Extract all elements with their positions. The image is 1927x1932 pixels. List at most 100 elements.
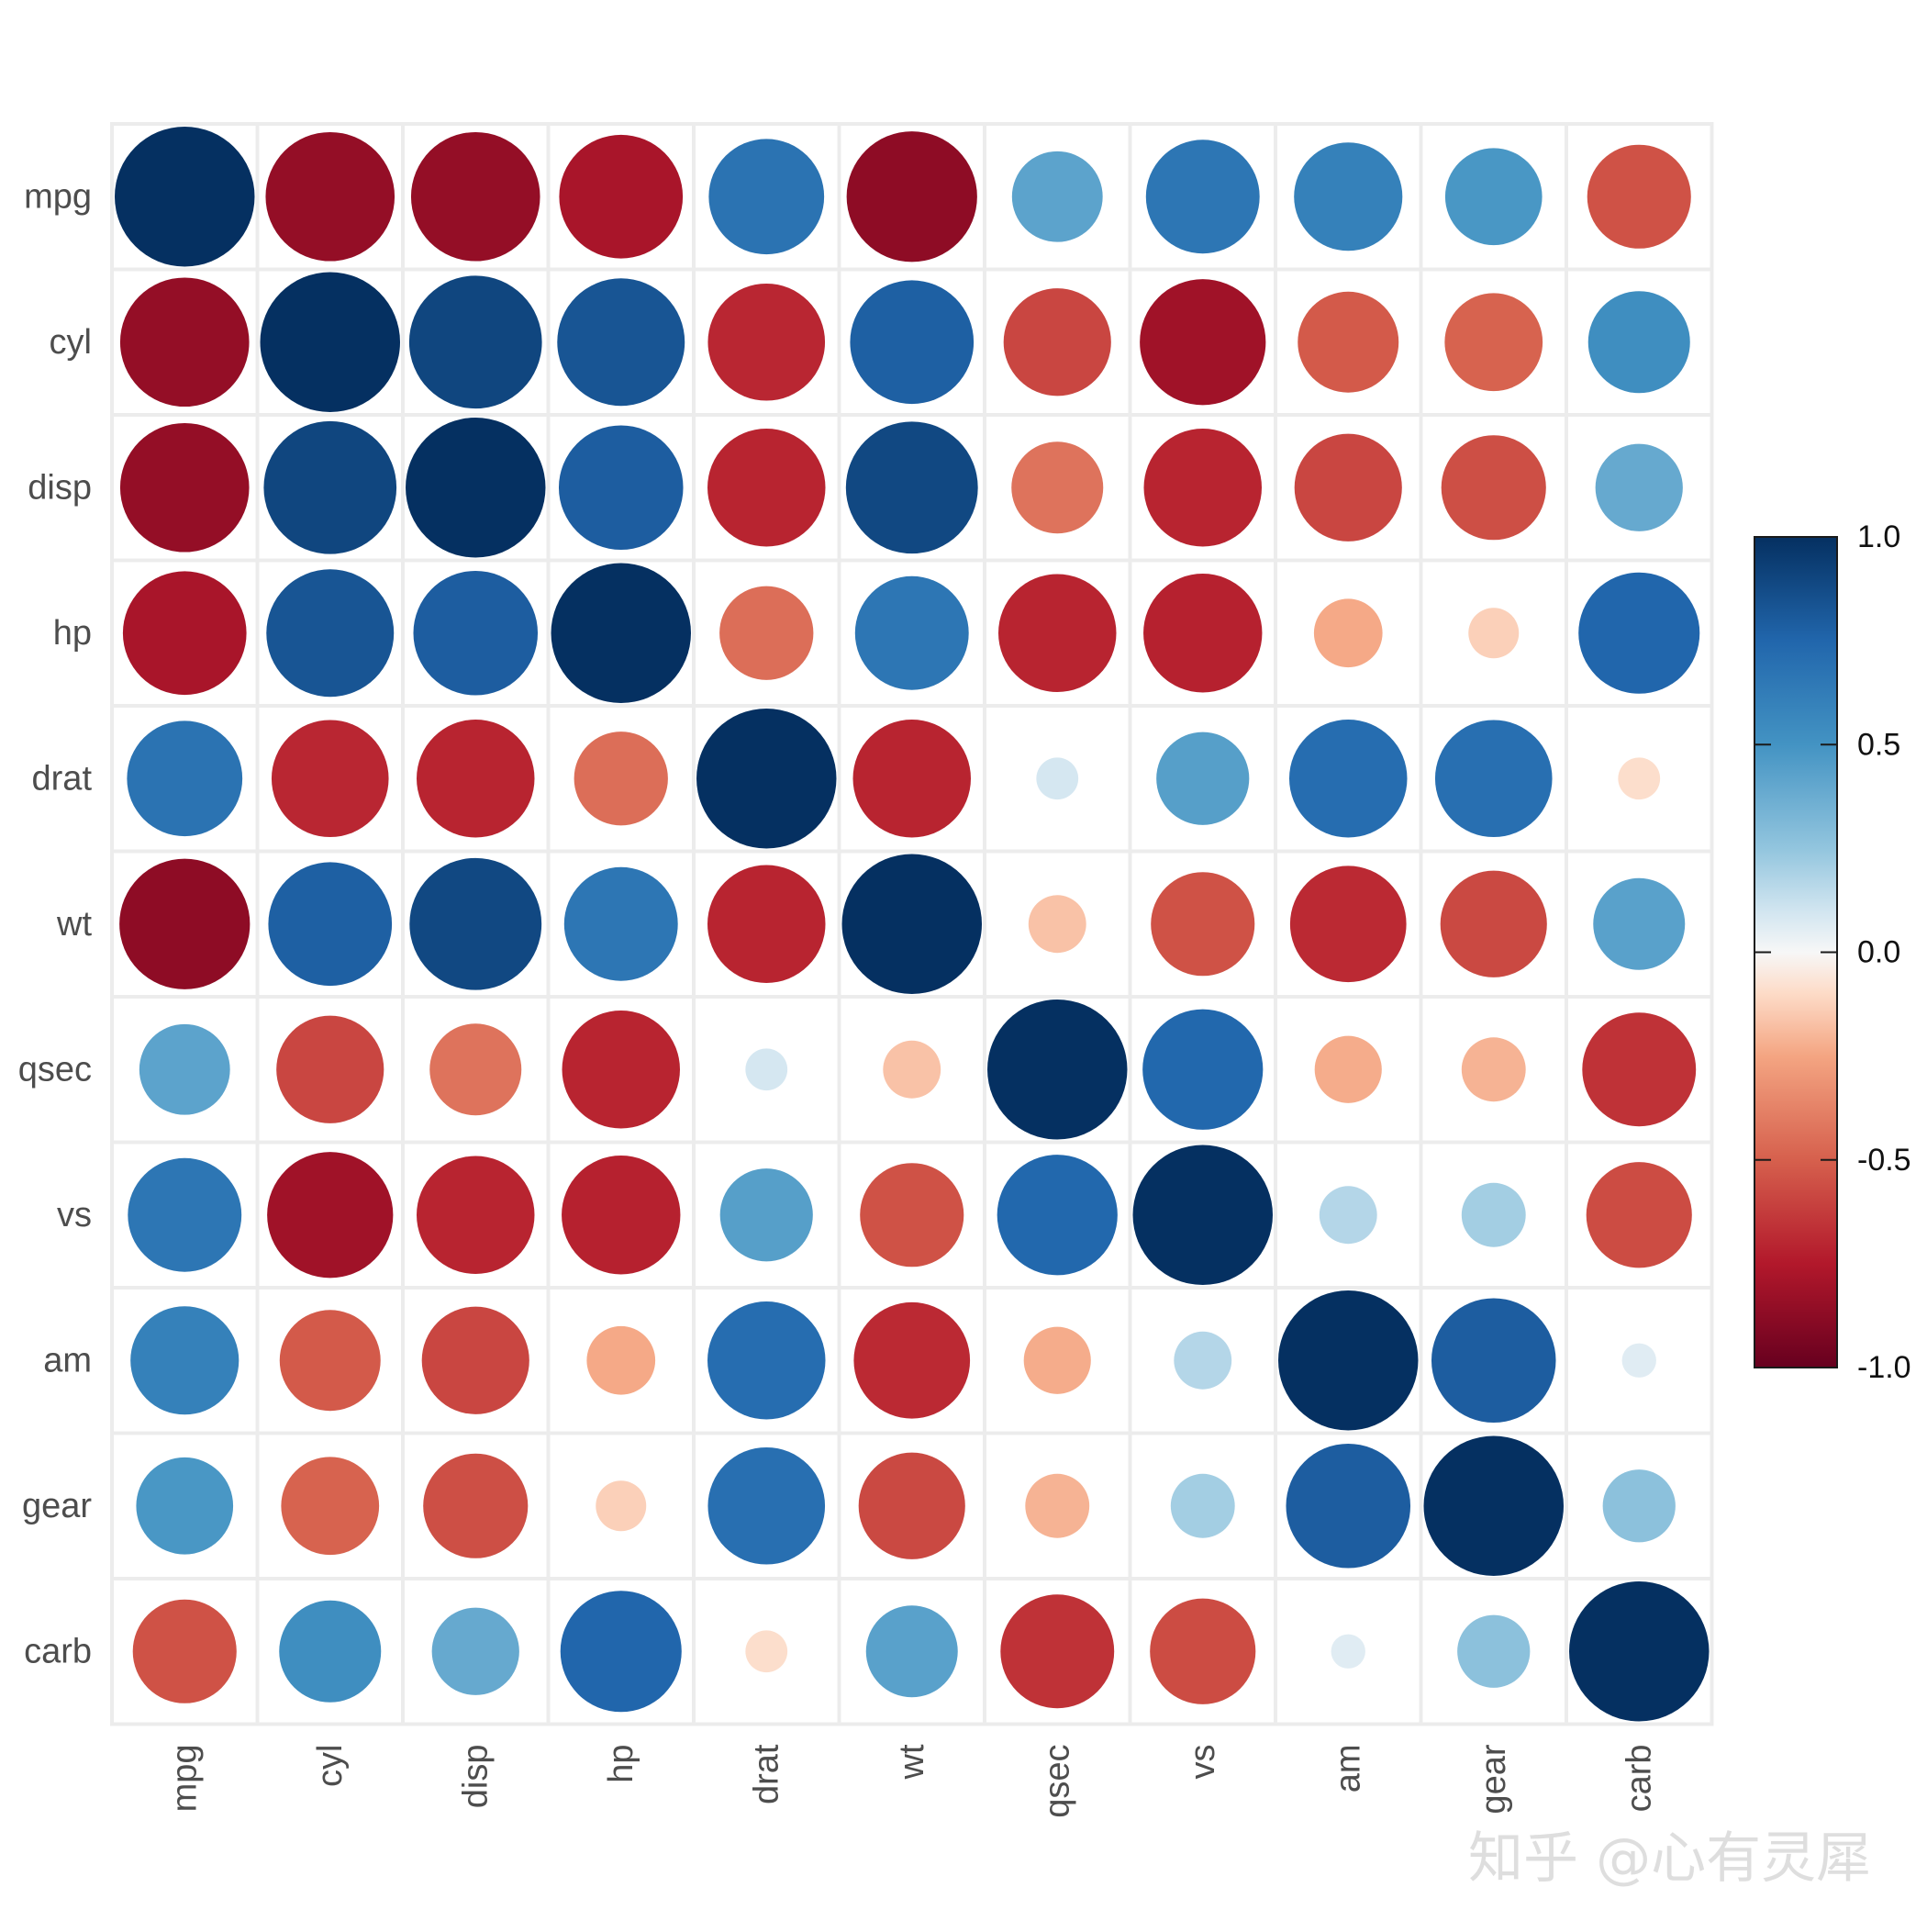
correlation-circle-disp-vs — [1143, 429, 1262, 547]
correlation-circle-cyl-mpg — [119, 277, 250, 408]
correlation-circle-am-disp — [421, 1306, 529, 1414]
row-label-hp: hp — [53, 614, 92, 653]
correlation-circle-disp-drat — [707, 429, 826, 547]
column-label-am: am — [1329, 1745, 1367, 1793]
correlation-circle-vs-carb — [1586, 1162, 1692, 1268]
correlation-circle-drat-mpg — [127, 720, 243, 837]
correlation-circle-gear-wt — [858, 1452, 965, 1559]
correlation-circle-wt-hp — [563, 866, 678, 981]
correlation-circle-qsec-vs — [1142, 1009, 1264, 1130]
correlation-circle-gear-disp — [423, 1453, 529, 1558]
correlation-circle-am-gear — [1431, 1298, 1556, 1424]
correlation-circle-vs-hp — [562, 1156, 681, 1275]
correlation-circle-qsec-cyl — [276, 1015, 384, 1123]
correlation-circle-carb-am — [1331, 1634, 1365, 1669]
correlation-circle-qsec-mpg — [139, 1023, 230, 1115]
correlation-circle-cyl-vs — [1140, 279, 1266, 406]
row-label-vs: vs — [57, 1196, 92, 1234]
legend-tick-label: -1.0 — [1857, 1350, 1911, 1385]
correlation-circle-mpg-wt — [846, 131, 977, 262]
correlation-circle-drat-hp — [574, 731, 668, 826]
correlation-circle-carb-disp — [431, 1607, 519, 1695]
correlation-circle-cyl-qsec — [1003, 288, 1111, 396]
column-label-cyl: cyl — [311, 1745, 350, 1787]
correlation-circle-disp-wt — [845, 421, 978, 554]
correlation-circle-carb-mpg — [132, 1599, 237, 1703]
correlation-circle-am-carb — [1621, 1343, 1656, 1378]
correlation-circle-wt-cyl — [268, 862, 393, 987]
correlation-circle-hp-gear — [1468, 608, 1520, 659]
correlation-circle-disp-cyl — [263, 420, 397, 554]
correlation-circle-am-am — [1278, 1290, 1419, 1431]
correlation-circle-qsec-hp — [562, 1011, 680, 1129]
correlation-circle-disp-carb — [1595, 443, 1683, 531]
correlation-circle-drat-vs — [1156, 731, 1250, 825]
correlation-circle-drat-disp — [417, 720, 535, 838]
correlation-circle-carb-vs — [1150, 1598, 1256, 1704]
column-label-gear: gear — [1475, 1744, 1513, 1814]
correlation-circle-cyl-wt — [850, 280, 975, 405]
column-label-wt: wt — [893, 1744, 931, 1780]
correlation-circle-hp-disp — [413, 570, 539, 696]
column-label-qsec: qsec — [1038, 1745, 1076, 1818]
column-label-hp: hp — [602, 1745, 640, 1783]
correlation-circle-drat-wt — [852, 720, 971, 838]
correlation-circle-carb-gear — [1457, 1614, 1531, 1688]
legend-tick-label: 0.5 — [1857, 727, 1900, 762]
correlation-circle-carb-cyl — [279, 1600, 382, 1703]
color-legend: 1.0 0.5 0.0 -0.5 -1.0 — [1754, 519, 1911, 1385]
correlation-circle-vs-cyl — [267, 1152, 394, 1279]
correlation-circle-am-vs — [1174, 1331, 1232, 1390]
legend-ticks: 1.0 0.5 0.0 -0.5 -1.0 — [1754, 519, 1911, 1385]
correlation-circle-qsec-gear — [1461, 1037, 1526, 1102]
correlation-circle-vs-vs — [1132, 1145, 1273, 1285]
correlation-circle-carb-carb — [1569, 1581, 1710, 1722]
correlation-circle-wt-gear — [1440, 870, 1547, 977]
row-label-disp: disp — [28, 468, 92, 507]
correlation-circle-hp-cyl — [266, 569, 395, 698]
correlation-circle-carb-wt — [865, 1605, 958, 1698]
correlation-circle-gear-am — [1286, 1443, 1411, 1569]
column-label-drat: drat — [747, 1744, 785, 1804]
correlation-circle-qsec-qsec — [987, 1000, 1128, 1140]
correlation-circle-mpg-hp — [559, 134, 684, 259]
correlation-circle-cyl-hp — [557, 278, 685, 407]
correlation-circle-carb-drat — [745, 1630, 788, 1673]
correlation-circle-drat-cyl — [271, 720, 389, 838]
correlation-circle-vs-gear — [1461, 1182, 1526, 1247]
correlation-circle-am-hp — [586, 1325, 656, 1395]
correlation-circle-cyl-cyl — [260, 272, 400, 412]
correlation-circle-gear-drat — [707, 1446, 826, 1565]
correlation-circle-vs-mpg — [128, 1157, 242, 1272]
correlation-circle-hp-qsec — [998, 574, 1117, 692]
legend-tick-label: 1.0 — [1857, 519, 1900, 554]
correlation-circle-am-drat — [707, 1301, 826, 1420]
correlation-circle-hp-vs — [1143, 574, 1263, 693]
correlation-circle-drat-gear — [1434, 720, 1553, 838]
correlation-circle-wt-qsec — [1028, 895, 1086, 954]
row-label-carb: carb — [24, 1632, 92, 1670]
correlation-circle-vs-drat — [719, 1168, 813, 1262]
correlation-circle-qsec-carb — [1582, 1012, 1697, 1127]
correlation-circle-disp-am — [1294, 433, 1402, 542]
correlation-circle-cyl-carb — [1587, 291, 1690, 394]
correlation-circle-wt-vs — [1151, 872, 1255, 977]
correlation-circle-hp-am — [1313, 598, 1383, 668]
watermark-text: 知乎 @心有灵犀 — [1468, 1826, 1871, 1891]
correlation-circle-am-mpg — [130, 1306, 239, 1415]
correlation-circle-cyl-am — [1298, 291, 1399, 393]
correlation-circle-mpg-disp — [410, 131, 540, 262]
correlation-circle-hp-hp — [551, 563, 691, 703]
correlation-circle-gear-vs — [1170, 1473, 1235, 1538]
legend-tick-label: -0.5 — [1857, 1143, 1911, 1178]
correlation-circle-hp-mpg — [122, 571, 247, 696]
correlation-circle-am-qsec — [1023, 1326, 1091, 1394]
correlation-circle-disp-disp — [406, 418, 546, 558]
correlation-circle-qsec-disp — [429, 1023, 522, 1116]
correlation-circle-mpg-carb — [1587, 144, 1691, 249]
correlation-circle-wt-mpg — [119, 858, 251, 989]
correlation-circle-am-wt — [853, 1301, 971, 1419]
correlation-circle-gear-cyl — [281, 1457, 380, 1556]
